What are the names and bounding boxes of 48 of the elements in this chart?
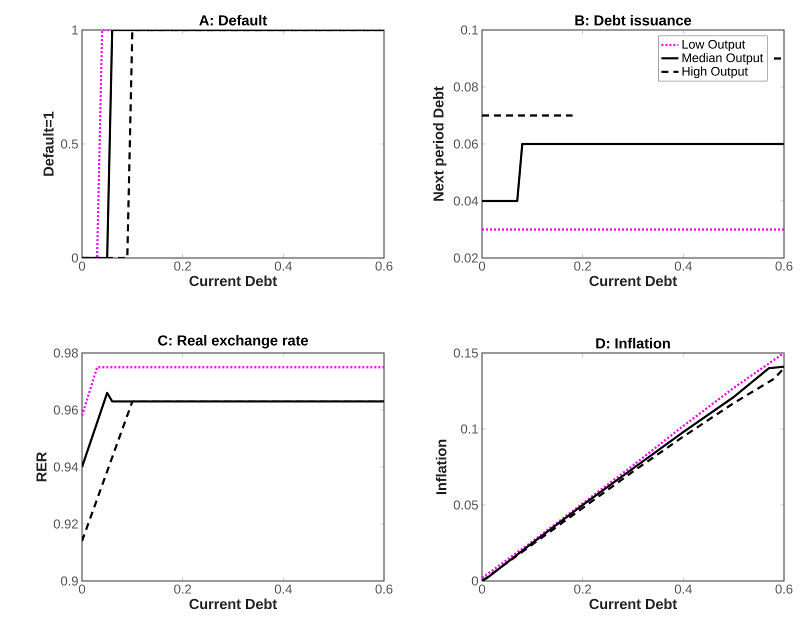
x-tick-label: 0.2 bbox=[574, 584, 592, 594]
x-tick-label: 0.2 bbox=[174, 584, 192, 594]
x-tick-label: 0.4 bbox=[674, 262, 692, 271]
x-tick-label: 0.6 bbox=[776, 584, 792, 594]
x-axis-title: Current Debt bbox=[589, 276, 677, 286]
legend-label: Median Output bbox=[682, 53, 764, 65]
y-tick-label: 0.92 bbox=[54, 519, 78, 529]
y-tick-label: 0 bbox=[72, 253, 78, 263]
chart-title: C: Real exchange rate bbox=[158, 334, 308, 348]
x-tick-label: 0 bbox=[478, 584, 486, 594]
y-axis-title: Default=1 bbox=[43, 112, 54, 176]
x-tick-label: 0.2 bbox=[574, 262, 592, 271]
y-axis-title: Next period Debt bbox=[432, 86, 446, 201]
y-tick-label: 0.06 bbox=[454, 139, 478, 149]
x-tick-label: 0.2 bbox=[174, 262, 192, 271]
y-axis-title: RER bbox=[36, 452, 46, 482]
x-tick-label: 0.6 bbox=[376, 584, 392, 594]
y-tick-label: 0.94 bbox=[54, 462, 78, 472]
y-tick-label: 0.02 bbox=[454, 253, 478, 263]
x-tick-label: 0.4 bbox=[274, 584, 292, 594]
y-tick-label: 0.05 bbox=[454, 500, 478, 510]
y-tick-label: 0.08 bbox=[454, 82, 478, 92]
y-tick-label: 0.5 bbox=[60, 139, 78, 149]
y-tick-label: 0.1 bbox=[460, 25, 478, 35]
x-tick-label: 0 bbox=[78, 584, 86, 594]
x-tick-label: 0.4 bbox=[674, 584, 692, 594]
x-tick-label: 0.4 bbox=[274, 262, 292, 271]
y-tick-label: 0.9 bbox=[60, 576, 78, 586]
legend-label: Low Output bbox=[682, 40, 746, 52]
y-tick-label: 0.15 bbox=[454, 348, 478, 358]
y-tick-label: 0.96 bbox=[54, 405, 78, 415]
chart-title: A: Default bbox=[199, 14, 267, 26]
x-axis-title: Current Debt bbox=[189, 276, 277, 286]
x-tick-label: 0.6 bbox=[376, 262, 392, 271]
y-tick-label: 0.1 bbox=[460, 424, 478, 434]
x-axis-title: Current Debt bbox=[589, 598, 677, 610]
chart-title: B: Debt issuance bbox=[575, 14, 692, 26]
x-axis-title: Current Debt bbox=[189, 598, 277, 610]
x-tick-label: 0 bbox=[78, 262, 86, 271]
x-tick-label: 0.6 bbox=[776, 262, 792, 271]
legend-label: High Output bbox=[682, 66, 748, 78]
x-tick-label: 0 bbox=[478, 262, 486, 271]
y-tick-label: 1 bbox=[72, 26, 78, 34]
y-tick-label: 0.04 bbox=[454, 196, 478, 206]
y-tick-label: 0 bbox=[472, 576, 478, 586]
y-axis-title: Inflation bbox=[436, 440, 446, 494]
chart-title: D: Inflation bbox=[596, 338, 670, 348]
y-tick-label: 0.98 bbox=[54, 348, 78, 358]
